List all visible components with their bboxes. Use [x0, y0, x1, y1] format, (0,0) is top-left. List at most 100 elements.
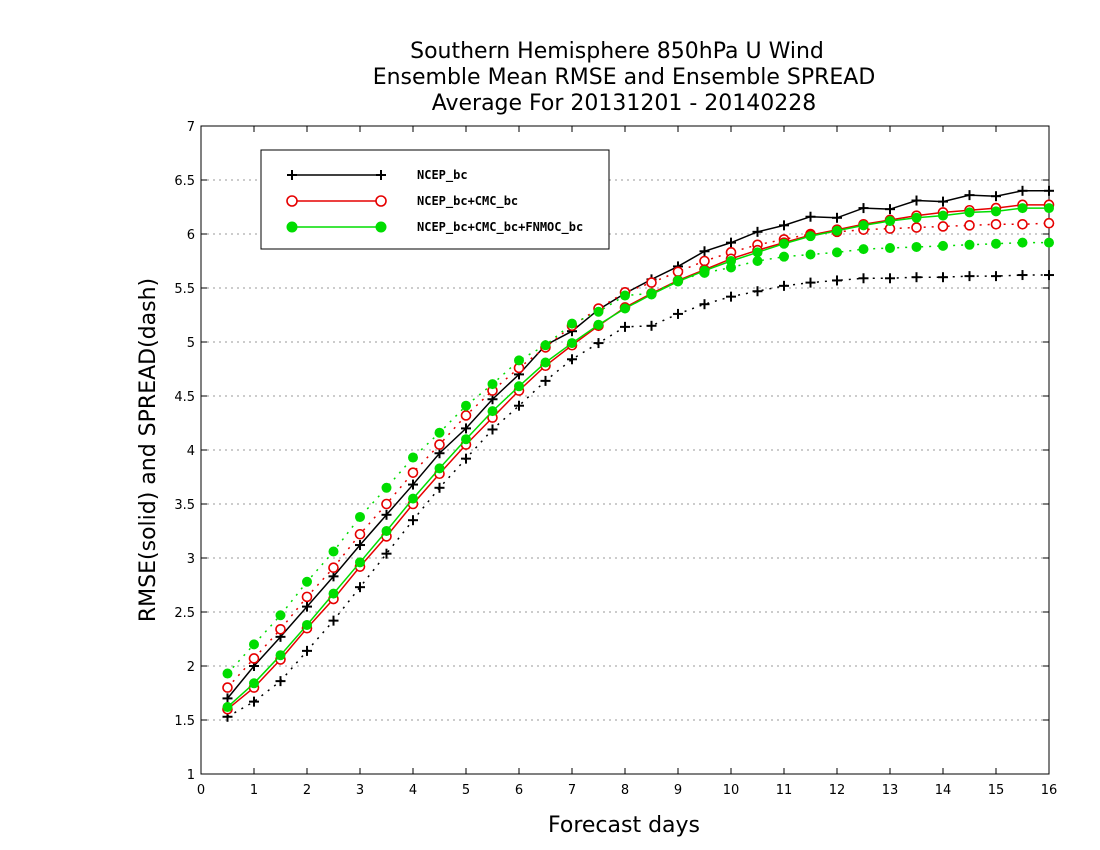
data-point-rmse [275, 650, 286, 661]
data-point-spread [726, 291, 736, 302]
data-point-spread [964, 220, 975, 231]
data-point-rmse [779, 220, 789, 231]
x-tick-label: 3 [356, 783, 364, 798]
data-point-rmse [991, 206, 1001, 217]
title-line-3: Average For 20131201 - 20140228 [432, 91, 817, 116]
x-tick-label: 14 [935, 783, 952, 798]
legend-marker [376, 170, 386, 180]
data-point-rmse [832, 225, 842, 236]
data-point-spread [699, 299, 710, 310]
data-point-rmse [1017, 203, 1028, 214]
data-point-spread [911, 272, 922, 283]
data-point-spread [646, 277, 657, 288]
x-tick-label: 10 [723, 783, 740, 798]
x-tick-label: 4 [409, 783, 417, 798]
y-tick-label: 6.5 [174, 174, 195, 189]
y-tick-label: 3 [187, 552, 195, 567]
data-point-spread [408, 452, 418, 463]
data-point-spread [858, 273, 869, 284]
data-point-spread [302, 645, 312, 656]
x-tick-label: 1 [250, 783, 258, 798]
x-tick-label: 13 [882, 783, 899, 798]
data-point-rmse [461, 423, 471, 434]
data-point-rmse [805, 231, 816, 242]
x-tick-label: 0 [197, 783, 205, 798]
x-tick-label: 11 [776, 783, 793, 798]
data-point-rmse [355, 540, 365, 551]
data-point-spread [461, 400, 471, 411]
data-point-spread [620, 321, 630, 332]
data-point-rmse [938, 210, 948, 221]
y-tick-label: 6 [187, 228, 195, 243]
data-point-rmse [328, 571, 339, 582]
data-point-rmse [646, 289, 657, 300]
title-line-1: Southern Hemisphere 850hPa U Wind [410, 39, 824, 64]
gridlines [201, 179, 1049, 721]
data-point-rmse [1044, 185, 1054, 196]
data-point-spread [672, 266, 684, 278]
data-point-spread [328, 615, 339, 626]
data-point-rmse [885, 204, 895, 215]
legend-marker [375, 195, 387, 207]
data-point-spread [805, 249, 816, 260]
data-point-spread [752, 256, 763, 266]
y-tick-label: 1 [187, 768, 195, 783]
data-point-spread [858, 244, 869, 255]
series-line-rmse [226, 207, 1049, 708]
x-axis-label: Forecast days [548, 813, 700, 838]
data-point-spread [673, 308, 683, 319]
x-tick-label: 2 [303, 783, 311, 798]
series-line-spread [226, 222, 1050, 689]
data-point-spread [328, 546, 339, 557]
x-tick-label: 7 [568, 783, 576, 798]
y-tick-label: 5.5 [174, 282, 195, 297]
data-point-spread [1017, 237, 1028, 248]
data-point-spread [938, 240, 948, 251]
data-point-rmse [408, 493, 418, 504]
data-point-rmse [673, 276, 683, 287]
data-point-rmse [858, 203, 869, 214]
legend-box [260, 149, 610, 250]
y-tick-label: 2 [187, 660, 195, 675]
data-point-spread [275, 676, 286, 687]
data-point-spread [355, 582, 365, 593]
legend: NCEP_bc NCEP_bc+CMC_bc NCEP_bc+CMC_bc+FNMO… [260, 149, 610, 250]
data-point-rmse [567, 338, 577, 349]
data-point-spread [937, 221, 949, 232]
data-point-rmse [1044, 203, 1054, 214]
data-point-spread [938, 272, 948, 283]
y-tick-label: 1.5 [174, 714, 195, 729]
data-point-rmse [355, 557, 365, 568]
data-point-spread [487, 379, 498, 390]
y-tick-label: 2.5 [174, 606, 195, 621]
data-point-rmse [752, 226, 763, 237]
data-point-spread [540, 375, 551, 386]
data-point-rmse [222, 702, 233, 713]
data-point-spread [911, 241, 922, 252]
data-point-spread [911, 222, 922, 233]
y-axis-label: RMSE(solid) and SPREAD(dash) [136, 278, 161, 622]
data-point-rmse [540, 357, 551, 368]
data-point-spread [885, 273, 895, 284]
data-point-spread [1043, 217, 1055, 229]
data-point-spread [752, 286, 763, 297]
data-point-spread [381, 548, 392, 559]
data-point-spread [514, 400, 524, 411]
legend-entries: NCEP_bc NCEP_bc+CMC_bc NCEP_bc+CMC_bc+FNMO… [286, 168, 583, 235]
data-point-spread [540, 340, 551, 351]
data-point-rmse [726, 256, 736, 266]
x-tick-label: 16 [1041, 783, 1058, 798]
data-point-spread [487, 424, 498, 435]
series-group [222, 185, 1055, 722]
data-point-spread [964, 239, 975, 250]
data-point-rmse [991, 191, 1001, 202]
data-point-rmse [302, 601, 312, 612]
data-point-spread [1017, 218, 1028, 230]
legend-marker [375, 221, 387, 233]
data-point-spread [434, 427, 445, 438]
data-point-rmse [699, 265, 710, 276]
legend-marker [287, 170, 297, 180]
data-point-spread [381, 482, 392, 493]
data-point-spread [1017, 270, 1028, 281]
